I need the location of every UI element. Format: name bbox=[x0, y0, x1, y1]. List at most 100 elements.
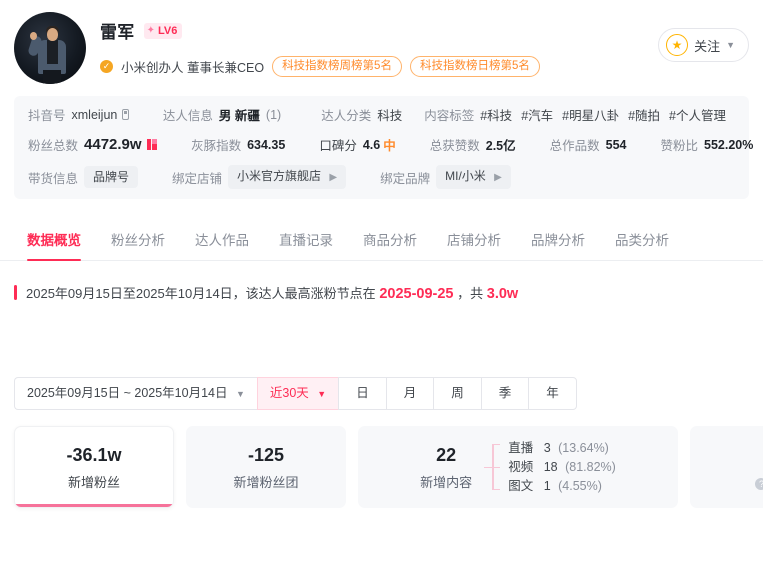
metric-card-row: -36.1w 新增粉丝 -125 新增粉丝团 22 新增内容 bbox=[14, 426, 763, 508]
bound-brand-pill[interactable]: MI/小米 ▶ bbox=[436, 165, 511, 189]
notice-peak-date: 2025-09-25 bbox=[379, 286, 454, 302]
forecast-value: 1 bbox=[755, 443, 763, 467]
breakdown-live-count: 3 bbox=[543, 440, 551, 455]
copy-icon[interactable] bbox=[122, 109, 129, 120]
tab-data-overview[interactable]: 数据概览 bbox=[12, 217, 96, 261]
tab-product-analysis[interactable]: 商品分析 bbox=[363, 233, 417, 248]
level-badge: ✦ LV6 bbox=[143, 22, 183, 39]
rank-tag-daily[interactable]: 科技指数榜日榜第5名 bbox=[409, 56, 540, 77]
metric-card-forecast[interactable]: 1 ?预 bbox=[690, 426, 763, 508]
content-tag-label: 内容标签 bbox=[424, 109, 475, 123]
content-tag-2[interactable]: #明星八卦 bbox=[562, 109, 620, 123]
works-total-value: 554 bbox=[605, 137, 627, 152]
breakdown-row-live: 直播 3 (13.64%) bbox=[508, 439, 616, 458]
rank-tag-weekly[interactable]: 科技指数榜周榜第5名 bbox=[272, 56, 402, 77]
description-row: ✓ 小米创办人 董事长兼CEO 科技指数榜周榜第5名 科技指数榜日榜第5名 bbox=[100, 56, 652, 77]
forecast-label-wrap: ?预 bbox=[755, 472, 763, 491]
breakdown-live-name: 直播 bbox=[508, 440, 534, 455]
reputation-label: 口碑分 bbox=[319, 139, 357, 153]
talent-info-value: 男 新疆 bbox=[218, 109, 260, 123]
unit-month[interactable]: 月 bbox=[385, 377, 434, 410]
notice-peak-value: 3.0w bbox=[486, 286, 519, 302]
avatar[interactable] bbox=[14, 12, 86, 84]
likes-total-value: 2.5亿 bbox=[485, 139, 516, 153]
verified-description: 小米创办人 董事长兼CEO bbox=[121, 61, 265, 75]
breakdown-row-image-text: 图文 1 (4.55%) bbox=[508, 477, 616, 496]
category-value: 科技 bbox=[377, 109, 403, 123]
date-range-value: 2025年09月15日 ~ 2025年10月14日 bbox=[27, 386, 228, 400]
metric-card-new-content[interactable]: 22 新增内容 直播 3 (13.64%) bbox=[358, 426, 678, 508]
sales-info-label: 带货信息 bbox=[28, 171, 79, 186]
avatar-legs-shape bbox=[43, 70, 61, 84]
talent-info-extra: (1) bbox=[265, 107, 282, 122]
like-fan-ratio-label: 赞粉比 bbox=[660, 139, 699, 153]
info-row-stats: 粉丝总数 4472.9w 灰豚指数 634.35 口碑分 4.6 中 总获赞数 … bbox=[28, 135, 753, 154]
reputation-value: 4.6 bbox=[362, 137, 381, 152]
content-tag-4[interactable]: #个人管理 bbox=[669, 109, 726, 123]
breakdown-video-count: 18 bbox=[543, 459, 558, 474]
content-tag-1[interactable]: #汽车 bbox=[521, 109, 554, 123]
chevron-down-icon: ▼ bbox=[726, 40, 735, 50]
bound-store-pill[interactable]: 小米官方旗舰店 ▶ bbox=[228, 165, 347, 189]
brand-account-pill[interactable]: 品牌号 bbox=[84, 166, 139, 188]
info-row-identity: 抖音号 xmleijun 达人信息 男 新疆 (1) 达人分类 科技 内容标签 … bbox=[28, 105, 735, 124]
chevron-right-icon: ▶ bbox=[329, 172, 338, 183]
reputation-badge: 中 bbox=[383, 139, 396, 153]
breakdown-row-video: 视频 18 (81.82%) bbox=[508, 458, 616, 477]
new-content-breakdown: 直播 3 (13.64%) 视频 18 (81.82%) 图文 1 (4.55%… bbox=[508, 439, 616, 496]
douyin-id-label: 抖音号 bbox=[28, 109, 66, 123]
info-strip: 抖音号 xmleijun 达人信息 男 新疆 (1) 达人分类 科技 内容标签 … bbox=[14, 96, 753, 199]
breakdown-video-pct: (81.82%) bbox=[565, 459, 616, 474]
profile-info: 雷军 ✦ LV6 ✓ 小米创办人 董事长兼CEO 科技指数榜周榜第5名 科技指数… bbox=[86, 12, 652, 77]
category-label: 达人分类 bbox=[321, 109, 372, 123]
tab-talent-works[interactable]: 达人作品 bbox=[195, 233, 249, 248]
info-row-commerce: 带货信息 品牌号 绑定店铺 小米官方旗舰店 ▶ 绑定品牌 MI/小米 ▶ bbox=[28, 165, 735, 189]
new-fan-group-label: 新增粉丝团 bbox=[233, 475, 299, 490]
metric-card-new-fans[interactable]: -36.1w 新增粉丝 bbox=[14, 426, 174, 508]
like-fan-ratio-value: 552.20% bbox=[704, 137, 754, 152]
tab-fan-analysis[interactable]: 粉丝分析 bbox=[111, 233, 165, 248]
breakdown-imagetext-count: 1 bbox=[543, 478, 551, 493]
chevron-down-icon-preset: ▼ bbox=[317, 389, 327, 399]
follow-button-label: 关注 bbox=[694, 38, 721, 54]
profile-header: 雷军 ✦ LV6 ✓ 小米创办人 董事长兼CEO 科技指数榜周榜第5名 科技指数… bbox=[0, 0, 763, 84]
metric-card-new-fan-group[interactable]: -125 新增粉丝团 bbox=[186, 426, 346, 508]
avatar-shirt-shape bbox=[47, 40, 58, 64]
bound-store-value: 小米官方旗舰店 bbox=[237, 169, 322, 183]
content-tag-3[interactable]: #随拍 bbox=[628, 109, 661, 123]
tab-store-analysis[interactable]: 店铺分析 bbox=[447, 233, 501, 248]
tab-category-analysis[interactable]: 品类分析 bbox=[615, 233, 669, 248]
chevron-down-icon-date: ▼ bbox=[235, 389, 245, 399]
douyin-id-value: xmleijun bbox=[71, 107, 118, 122]
likes-total-label: 总获赞数 bbox=[429, 139, 480, 153]
fans-total-label: 粉丝总数 bbox=[28, 139, 79, 153]
help-icon[interactable]: ? bbox=[755, 478, 763, 490]
unit-quarter[interactable]: 季 bbox=[480, 377, 529, 410]
unit-week[interactable]: 周 bbox=[433, 377, 481, 410]
breakdown-imagetext-name: 图文 bbox=[508, 478, 534, 493]
follow-button[interactable]: ★ 关注 ▼ bbox=[658, 28, 749, 62]
tab-live-records[interactable]: 直播记录 bbox=[279, 233, 333, 248]
tab-brand-analysis[interactable]: 品牌分析 bbox=[531, 233, 585, 248]
notice-middle: ，共 bbox=[457, 286, 484, 301]
douyin-logo-icon bbox=[146, 139, 158, 150]
breakdown-video-name: 视频 bbox=[508, 459, 534, 474]
unit-day[interactable]: 日 bbox=[338, 377, 386, 410]
bound-brand-value: MI/小米 bbox=[445, 169, 486, 183]
dolphin-index-value: 634.35 bbox=[247, 137, 286, 152]
tab-bar: 数据概览 粉丝分析 达人作品 直播记录 商品分析 店铺分析 品牌分析 品类分析 bbox=[0, 217, 763, 261]
brace-connector-icon bbox=[484, 438, 501, 496]
notice-accent-bar bbox=[14, 285, 17, 300]
date-range-picker[interactable]: 2025年09月15日 ~ 2025年10月14日 ▼ bbox=[14, 377, 257, 410]
breakdown-live-pct: (13.64%) bbox=[558, 440, 609, 455]
avatar-image bbox=[14, 12, 86, 84]
date-filter-bar: 2025年09月15日 ~ 2025年10月14日 ▼ 近30天 ▼ 日 月 周… bbox=[14, 377, 749, 410]
avatar-head-shape bbox=[47, 28, 58, 41]
unit-year[interactable]: 年 bbox=[528, 377, 577, 410]
breakdown-imagetext-pct: (4.55%) bbox=[558, 478, 602, 493]
content-tag-0[interactable]: #科技 bbox=[480, 109, 513, 123]
preset-range-select[interactable]: 近30天 ▼ bbox=[256, 377, 339, 410]
works-total-label: 总作品数 bbox=[549, 139, 600, 153]
notice-text: 2025年09月15日至2025年10月14日，该达人最高涨粉节点在 2025-… bbox=[26, 283, 518, 302]
user-name: 雷军 bbox=[100, 23, 135, 42]
